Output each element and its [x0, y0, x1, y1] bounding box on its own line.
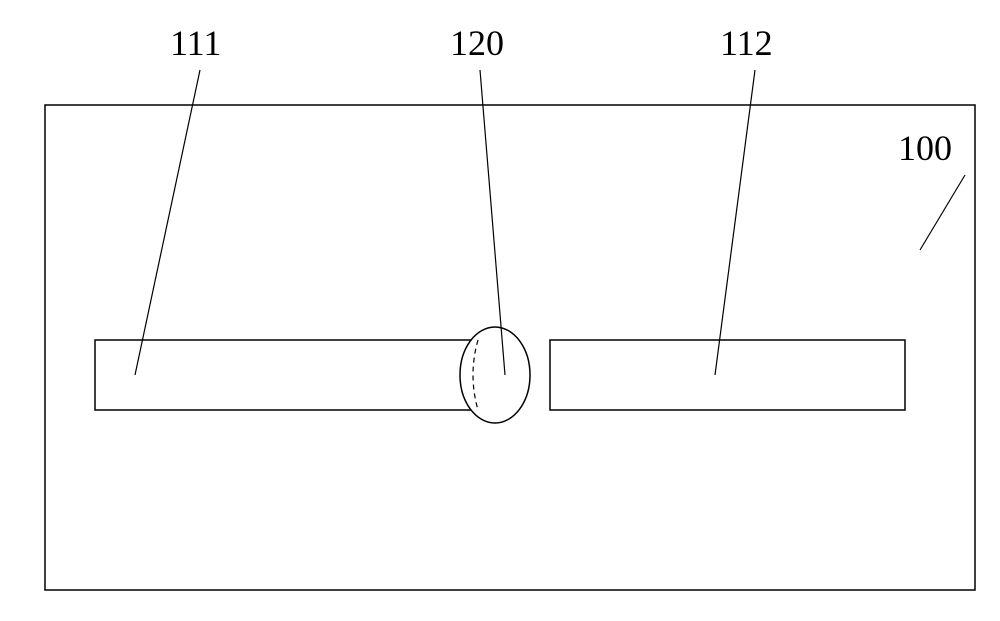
left-rect	[95, 340, 480, 410]
label-111: 111	[170, 23, 221, 63]
right-rect	[550, 340, 905, 410]
center-ellipse	[460, 327, 530, 423]
leader-100	[920, 175, 965, 250]
leader-112	[715, 70, 755, 375]
label-120: 120	[450, 23, 504, 63]
label-100: 100	[898, 128, 952, 168]
technical-diagram: 111 120 112 100	[0, 0, 1000, 621]
label-112: 112	[720, 23, 773, 63]
leader-111	[135, 70, 200, 375]
